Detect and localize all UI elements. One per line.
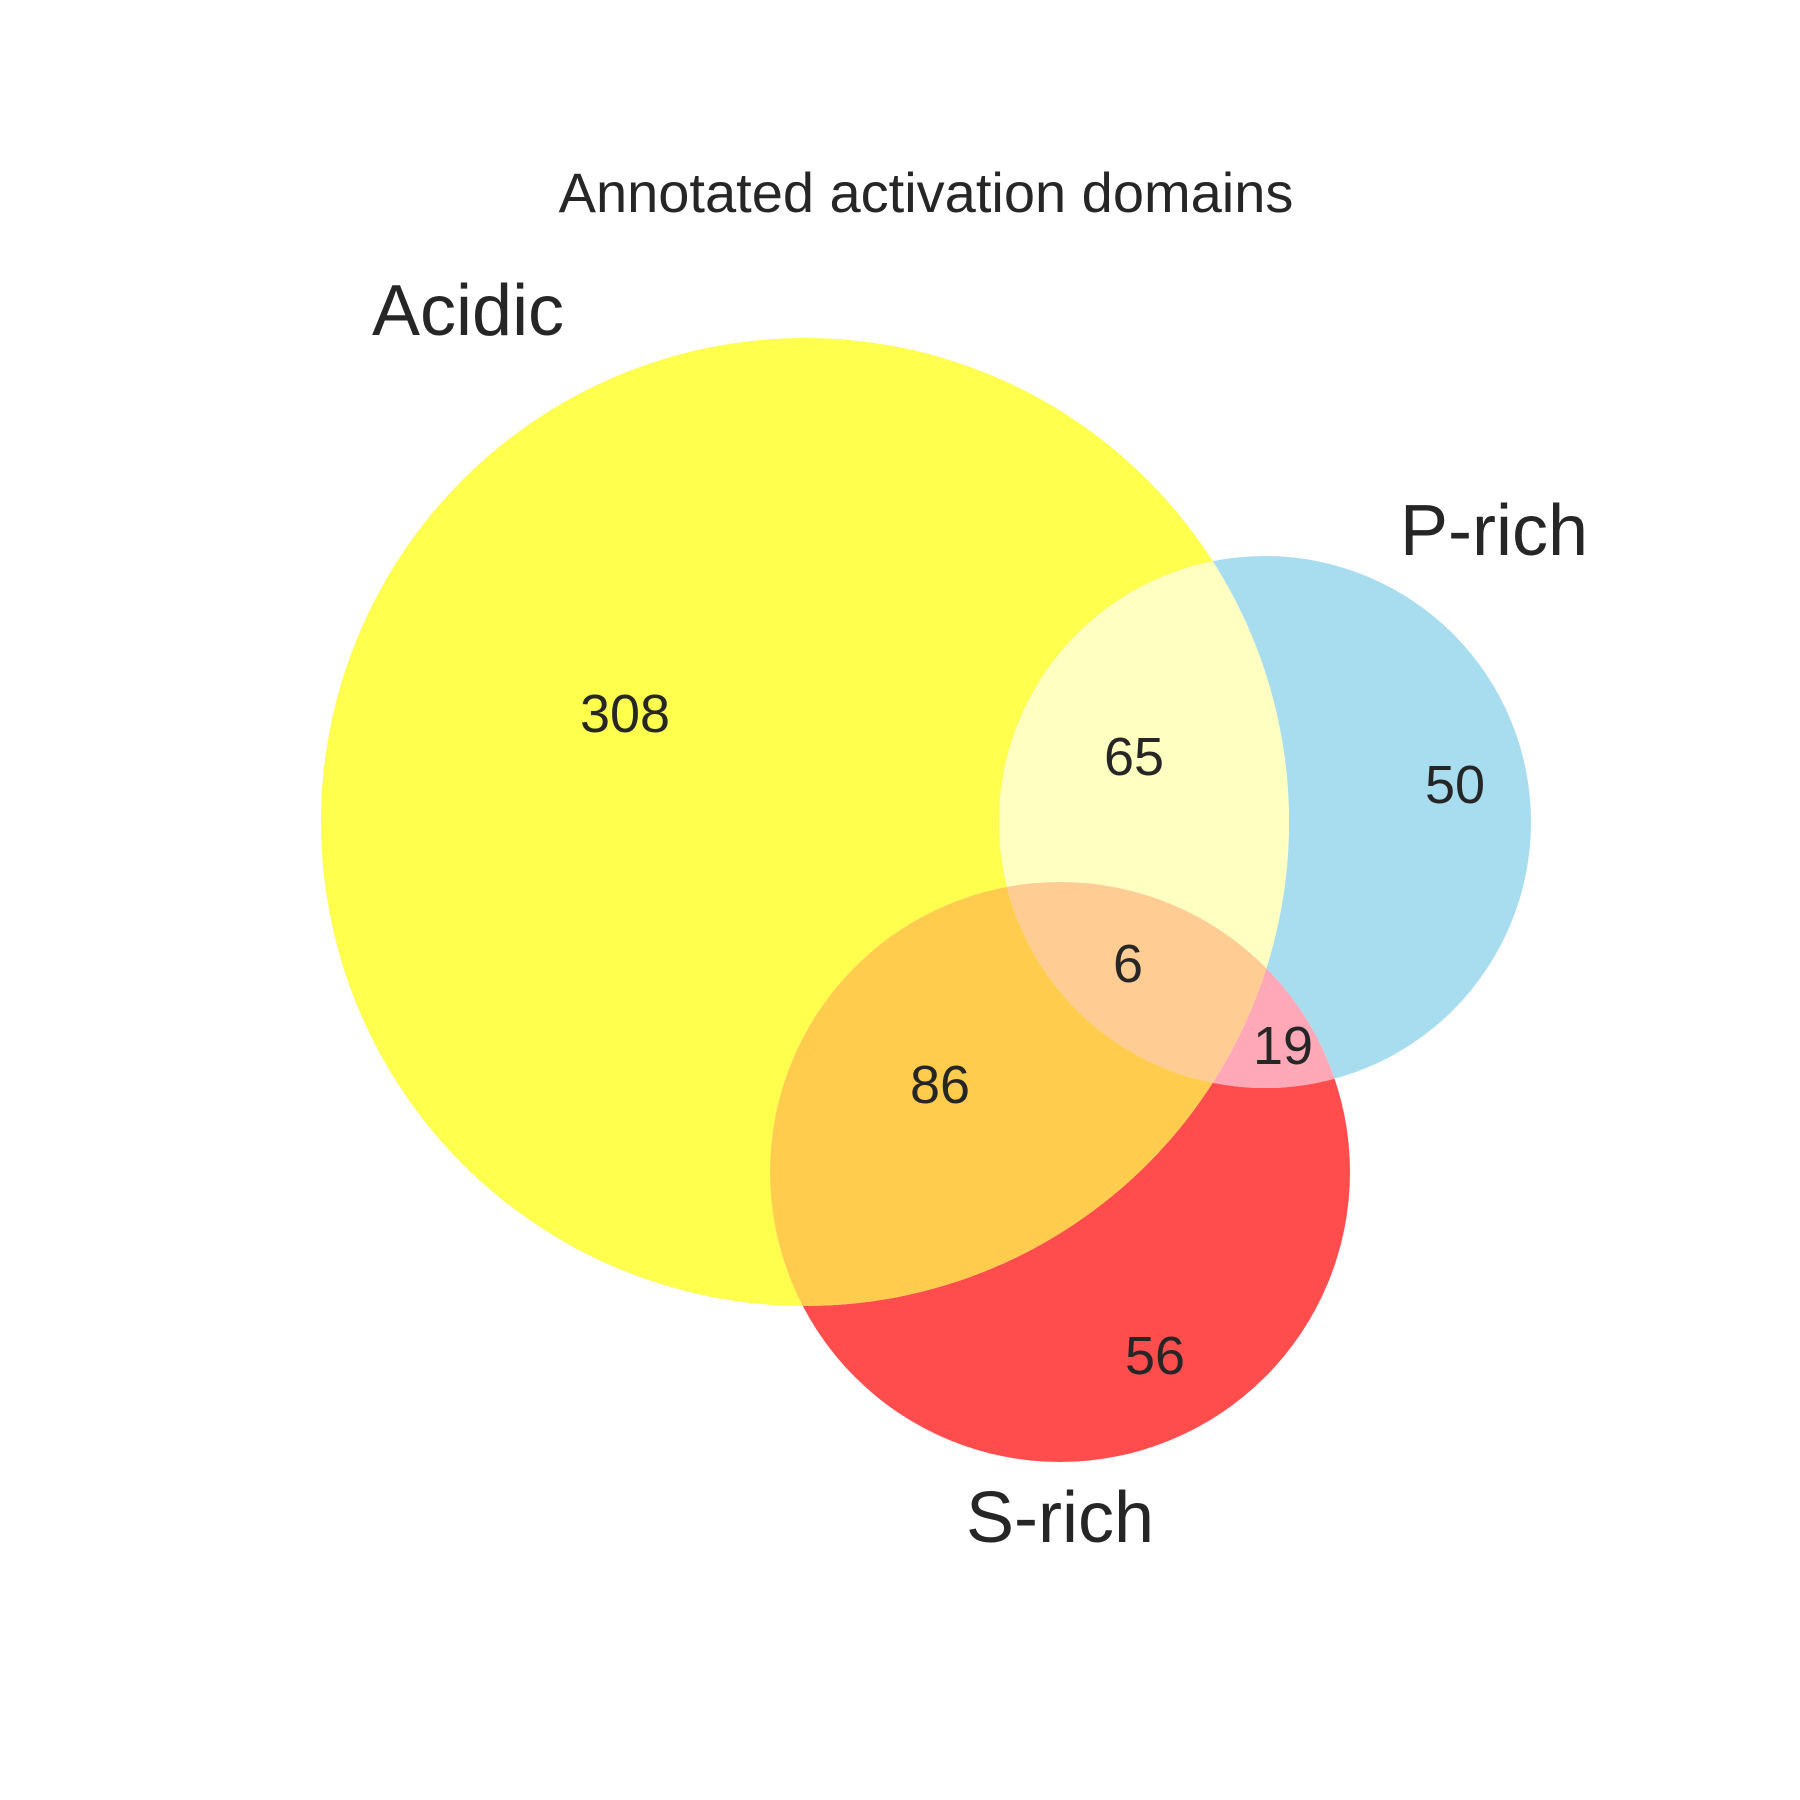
set-label-acidic: Acidic — [372, 271, 564, 351]
count-acidic-srich: 86 — [910, 1055, 970, 1115]
region-all — [999, 882, 1289, 1088]
count-srich-only: 56 — [1125, 1326, 1185, 1386]
set-label-prich: P-rich — [1400, 491, 1588, 571]
count-prich-srich: 19 — [1253, 1016, 1313, 1076]
set-label-srich: S-rich — [966, 1478, 1154, 1558]
count-acidic-prich: 65 — [1104, 727, 1164, 787]
count-prich-only: 50 — [1425, 755, 1485, 815]
count-all: 6 — [1113, 934, 1143, 994]
chart-title: Annotated activation domains — [559, 161, 1294, 224]
count-acidic-only: 308 — [580, 684, 670, 744]
